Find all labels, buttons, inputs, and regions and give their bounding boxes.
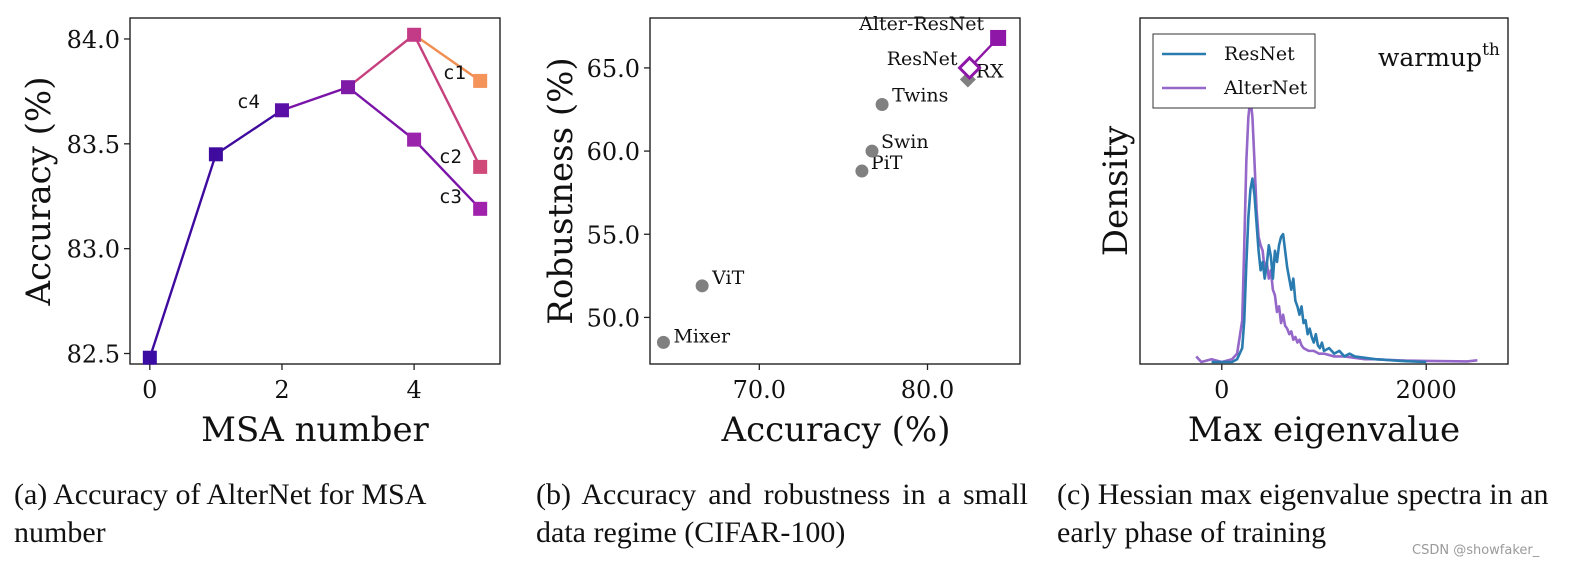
legend-box (1152, 33, 1316, 109)
label-c2: c2 (439, 146, 462, 168)
point-label-alter-resnet: Alter-ResNet (858, 13, 984, 35)
density-line-resnet (1211, 177, 1427, 364)
label-c3: c3 (439, 186, 462, 208)
warmup-annotation-text: warmup (1378, 43, 1482, 72)
panel-a-ytick-label-2: 83.5 (67, 131, 120, 159)
density-line-alternet (1195, 96, 1478, 364)
panel-a-accuracy-vs-msa: 0 2 4 82.5 83.0 83.5 84.0 c1 c2 c3 c4 MSA numb… (19, 17, 501, 450)
panel-c-frame (1139, 17, 1509, 365)
marker-a-7 (473, 159, 488, 174)
point-pit (855, 164, 869, 178)
marker-a-2 (274, 103, 289, 118)
caption-b: (b) Accuracy and robustness in a small d… (536, 478, 1028, 549)
panel-a-ytick-label-1: 83.0 (67, 236, 120, 264)
panel-c-legend: ResNet AlterNet (1152, 33, 1316, 109)
point-label-mixer: Mixer (673, 325, 730, 347)
panel-b-xtick-label-0: 70.0 (733, 376, 786, 404)
warmup-annotation: warmupth (1378, 40, 1500, 72)
panel-c-xtick-label-0: 0 (1214, 376, 1229, 404)
panel-b-ylabel: Robustness (%) (541, 57, 581, 324)
panel-b-xtick-label-1: 80.0 (901, 376, 954, 404)
panel-c-ylabel: Density (1096, 125, 1136, 256)
panel-c-hessian-spectra: 0 2000 ResNet AlterNet warmupth Max eigen… (1096, 17, 1509, 450)
panel-a-frame (129, 17, 501, 365)
series-line-c1 (413, 33, 481, 82)
point-label-swin: Swin (881, 131, 929, 153)
marker-a-3 (341, 80, 356, 95)
panel-c-xtick-label-1: 2000 (1396, 376, 1457, 404)
panel-a-xtick-label-2: 4 (406, 376, 421, 404)
watermark: CSDN @showfaker_ (1412, 543, 1540, 558)
panel-a-xtick-label-1: 2 (274, 376, 289, 404)
marker-a-0 (142, 350, 157, 365)
panel-a-xlabel: MSA number (201, 410, 429, 450)
point-label-rx: RX (976, 61, 1004, 83)
marker-a-6 (473, 201, 488, 216)
marker-a-5 (407, 27, 422, 42)
warmup-annotation-sup: th (1482, 40, 1500, 60)
point-label-resnet: ResNet (887, 48, 958, 70)
panel-b-xlabel: Accuracy (%) (721, 410, 951, 450)
point-alter-resnet (990, 29, 1007, 46)
point-twins (875, 98, 889, 111)
panel-b-ytick-label-1: 55.0 (587, 221, 640, 249)
marker-a-4 (407, 132, 422, 147)
panel-b-ytick-label-0: 50.0 (587, 304, 640, 332)
point-label-vit: ViT (711, 267, 744, 289)
panel-b-frame (649, 17, 1021, 365)
legend-label-alternet: AlterNet (1223, 77, 1308, 99)
marker-a-1 (208, 147, 223, 162)
legend-label-resnet: ResNet (1224, 43, 1295, 65)
panel-a-ytick-label-0: 82.5 (67, 341, 120, 369)
point-mixer (656, 335, 670, 349)
marker-a-8 (473, 73, 488, 88)
panel-a-ytick-label-3: 84.0 (67, 26, 120, 54)
label-c1: c1 (443, 62, 466, 84)
caption-c: (c) Hessian max eigenvalue spectra in an… (1057, 478, 1549, 549)
panel-b-ytick-label-2: 60.0 (587, 138, 640, 166)
caption-a: (a) Accuracy of AlterNet for MSA number (14, 478, 425, 549)
panel-a-ylabel: Accuracy (%) (19, 77, 59, 307)
point-vit (695, 279, 709, 293)
panel-c-xlabel: Max eigenvalue (1188, 410, 1460, 450)
label-c4: c4 (237, 91, 260, 113)
point-label-twins: Twins (892, 85, 948, 107)
point-resnet (957, 55, 982, 81)
panel-b-ytick-label-3: 65.0 (587, 55, 640, 83)
point-label-pit: PiT (871, 152, 903, 174)
point-swin (865, 144, 879, 158)
panel-a-xtick-label-0: 0 (142, 376, 157, 404)
series-line-c3 (281, 85, 482, 210)
